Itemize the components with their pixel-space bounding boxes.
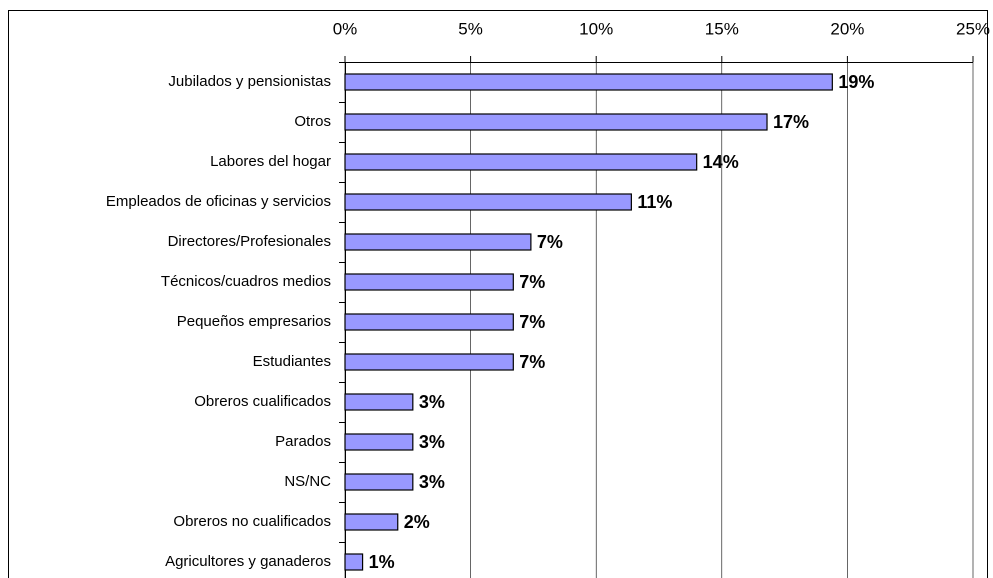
- y-tick-label: Labores del hogar: [210, 153, 331, 170]
- value-label: 7%: [537, 232, 563, 252]
- value-label: 7%: [519, 352, 545, 372]
- value-label: 17%: [773, 112, 809, 132]
- bar: [344, 153, 698, 171]
- bar: [344, 73, 833, 91]
- bar: [344, 553, 364, 571]
- y-tick-label: Directores/Profesionales: [168, 233, 331, 250]
- value-label: 7%: [519, 312, 545, 332]
- y-tick-label: Parados: [275, 433, 331, 450]
- bar: [344, 233, 532, 251]
- y-tick-label: Técnicos/cuadros medios: [161, 273, 331, 290]
- chart-border: [8, 10, 988, 578]
- value-label: 1%: [369, 552, 395, 572]
- bar: [344, 193, 632, 211]
- y-tick-label: Pequeños empresarios: [177, 313, 331, 330]
- bar: [344, 353, 514, 371]
- bar: [344, 513, 399, 531]
- y-tick-label: Estudiantes: [253, 353, 331, 370]
- x-tick-label: 10%: [579, 19, 613, 38]
- bar: [344, 113, 768, 131]
- value-label: 3%: [419, 432, 445, 452]
- bar: [344, 473, 414, 491]
- y-tick-label: Otros: [294, 113, 331, 130]
- value-label: 11%: [637, 192, 672, 212]
- value-label: 19%: [838, 72, 874, 92]
- x-tick-label: 15%: [705, 19, 739, 38]
- y-tick-label: Obreros no cualificados: [173, 513, 331, 530]
- y-tick-label: Agricultores y ganaderos: [165, 553, 331, 570]
- bar: [344, 433, 414, 451]
- value-label: 7%: [519, 272, 545, 292]
- value-label: 2%: [404, 512, 430, 532]
- value-label: 3%: [419, 392, 445, 412]
- bar: [344, 313, 514, 331]
- value-label: 14%: [703, 152, 739, 172]
- y-tick-label: NS/NC: [284, 473, 331, 490]
- y-tick-label: Jubilados y pensionistas: [168, 73, 331, 90]
- bar: [344, 393, 414, 411]
- x-tick-label: 20%: [830, 19, 864, 38]
- y-tick-label: Empleados de oficinas y servicios: [106, 193, 331, 210]
- bar: [344, 273, 514, 291]
- x-tick-label: 25%: [956, 19, 990, 38]
- y-tick-label: Obreros cualificados: [194, 393, 331, 410]
- x-tick-label: 5%: [458, 19, 483, 38]
- value-label: 3%: [419, 472, 445, 492]
- x-tick-label: 0%: [333, 19, 358, 38]
